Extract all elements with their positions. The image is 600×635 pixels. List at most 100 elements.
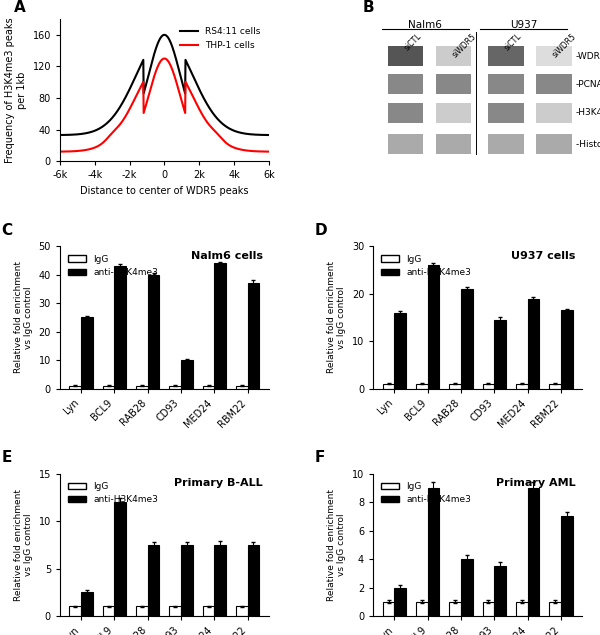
Bar	[394, 313, 406, 389]
FancyBboxPatch shape	[536, 103, 572, 123]
FancyBboxPatch shape	[388, 46, 424, 66]
Legend: IgG, anti-H3K4me3: IgG, anti-H3K4me3	[65, 251, 162, 281]
FancyBboxPatch shape	[488, 103, 524, 123]
Bar	[148, 545, 160, 616]
Bar	[115, 502, 126, 616]
FancyBboxPatch shape	[488, 46, 524, 66]
Bar	[561, 311, 572, 389]
Bar	[136, 606, 148, 616]
Bar	[482, 602, 494, 616]
Bar	[549, 384, 561, 389]
Text: Primary AML: Primary AML	[496, 478, 576, 488]
RS4:11 cells	[151, 50, 158, 57]
Y-axis label: Relative fold enrichment
vs IgG control: Relative fold enrichment vs IgG control	[327, 489, 346, 601]
Bar	[449, 602, 461, 616]
FancyBboxPatch shape	[488, 74, 524, 95]
THP-1 cells	[56, 148, 64, 156]
Text: -WDR5: -WDR5	[576, 51, 600, 60]
RS4:11 cells	[214, 115, 221, 123]
RS4:11 cells	[196, 86, 203, 94]
Text: Nalm6: Nalm6	[409, 20, 442, 30]
Text: A: A	[14, 0, 26, 15]
Bar	[169, 606, 181, 616]
THP-1 cells	[265, 148, 272, 156]
FancyBboxPatch shape	[436, 134, 472, 154]
Text: D: D	[315, 223, 328, 238]
THP-1 cells	[110, 128, 117, 135]
THP-1 cells	[151, 72, 158, 79]
RS4:11 cells	[94, 126, 101, 133]
Bar	[81, 592, 93, 616]
Text: siWDR5: siWDR5	[451, 32, 478, 59]
FancyBboxPatch shape	[536, 46, 572, 66]
Bar	[70, 606, 81, 616]
Text: B: B	[363, 0, 374, 15]
RS4:11 cells	[56, 131, 64, 139]
FancyBboxPatch shape	[536, 74, 572, 95]
Y-axis label: Frequency of H3K4me3 peaks
per 1kb: Frequency of H3K4me3 peaks per 1kb	[5, 17, 27, 163]
FancyBboxPatch shape	[436, 74, 472, 95]
Bar	[494, 320, 506, 389]
FancyBboxPatch shape	[388, 74, 424, 95]
THP-1 cells	[180, 104, 187, 111]
Bar	[416, 384, 428, 389]
FancyBboxPatch shape	[388, 103, 424, 123]
Bar	[482, 384, 494, 389]
Bar	[203, 385, 214, 389]
THP-1 cells	[214, 130, 221, 138]
FancyBboxPatch shape	[536, 134, 572, 154]
Bar	[136, 385, 148, 389]
Bar	[516, 602, 527, 616]
FancyBboxPatch shape	[388, 134, 424, 154]
Bar	[203, 606, 214, 616]
Bar	[428, 265, 439, 389]
Bar	[516, 384, 527, 389]
FancyBboxPatch shape	[488, 134, 524, 154]
Bar	[248, 283, 259, 389]
Line: RS4:11 cells: RS4:11 cells	[60, 35, 269, 135]
Bar	[181, 360, 193, 389]
Bar	[169, 385, 181, 389]
Y-axis label: Relative fold enrichment
vs IgG control: Relative fold enrichment vs IgG control	[14, 489, 33, 601]
THP-1 cells	[161, 55, 168, 62]
Bar	[70, 385, 81, 389]
FancyBboxPatch shape	[436, 103, 472, 123]
FancyBboxPatch shape	[436, 46, 472, 66]
RS4:11 cells	[180, 83, 187, 91]
Bar	[561, 516, 572, 616]
Text: C: C	[2, 223, 13, 238]
Text: siCTL: siCTL	[503, 32, 523, 53]
Bar	[148, 275, 160, 389]
Line: THP-1 cells: THP-1 cells	[60, 58, 269, 152]
Bar	[461, 289, 473, 389]
Bar	[181, 545, 193, 616]
Bar	[461, 559, 473, 616]
Text: Primary B-ALL: Primary B-ALL	[174, 478, 263, 488]
Bar	[115, 266, 126, 389]
Bar	[81, 318, 93, 389]
Bar	[494, 566, 506, 616]
RS4:11 cells	[265, 131, 272, 139]
THP-1 cells	[196, 106, 203, 114]
Text: -H3K4me3: -H3K4me3	[576, 109, 600, 117]
Text: -Histone H3: -Histone H3	[576, 140, 600, 149]
Bar	[394, 587, 406, 616]
Bar	[527, 298, 539, 389]
Text: siCTL: siCTL	[403, 32, 423, 53]
Bar	[236, 606, 248, 616]
Bar	[248, 545, 259, 616]
THP-1 cells	[94, 143, 101, 150]
Bar	[428, 488, 439, 616]
Legend: IgG, anti-H3K4me3: IgG, anti-H3K4me3	[378, 478, 475, 508]
Text: siWDR5: siWDR5	[551, 32, 578, 59]
Legend: IgG, anti-H3K4me3: IgG, anti-H3K4me3	[378, 251, 475, 281]
Bar	[383, 602, 394, 616]
RS4:11 cells	[161, 31, 168, 39]
Y-axis label: Relative fold enrichment
vs IgG control: Relative fold enrichment vs IgG control	[327, 262, 346, 373]
Bar	[236, 385, 248, 389]
Text: U937: U937	[510, 20, 537, 30]
Text: U937 cells: U937 cells	[511, 251, 576, 261]
Y-axis label: Relative fold enrichment
vs IgG control: Relative fold enrichment vs IgG control	[14, 262, 33, 373]
X-axis label: Distance to center of WDR5 peaks: Distance to center of WDR5 peaks	[80, 186, 248, 196]
Legend: RS4:11 cells, THP-1 cells: RS4:11 cells, THP-1 cells	[176, 23, 264, 53]
